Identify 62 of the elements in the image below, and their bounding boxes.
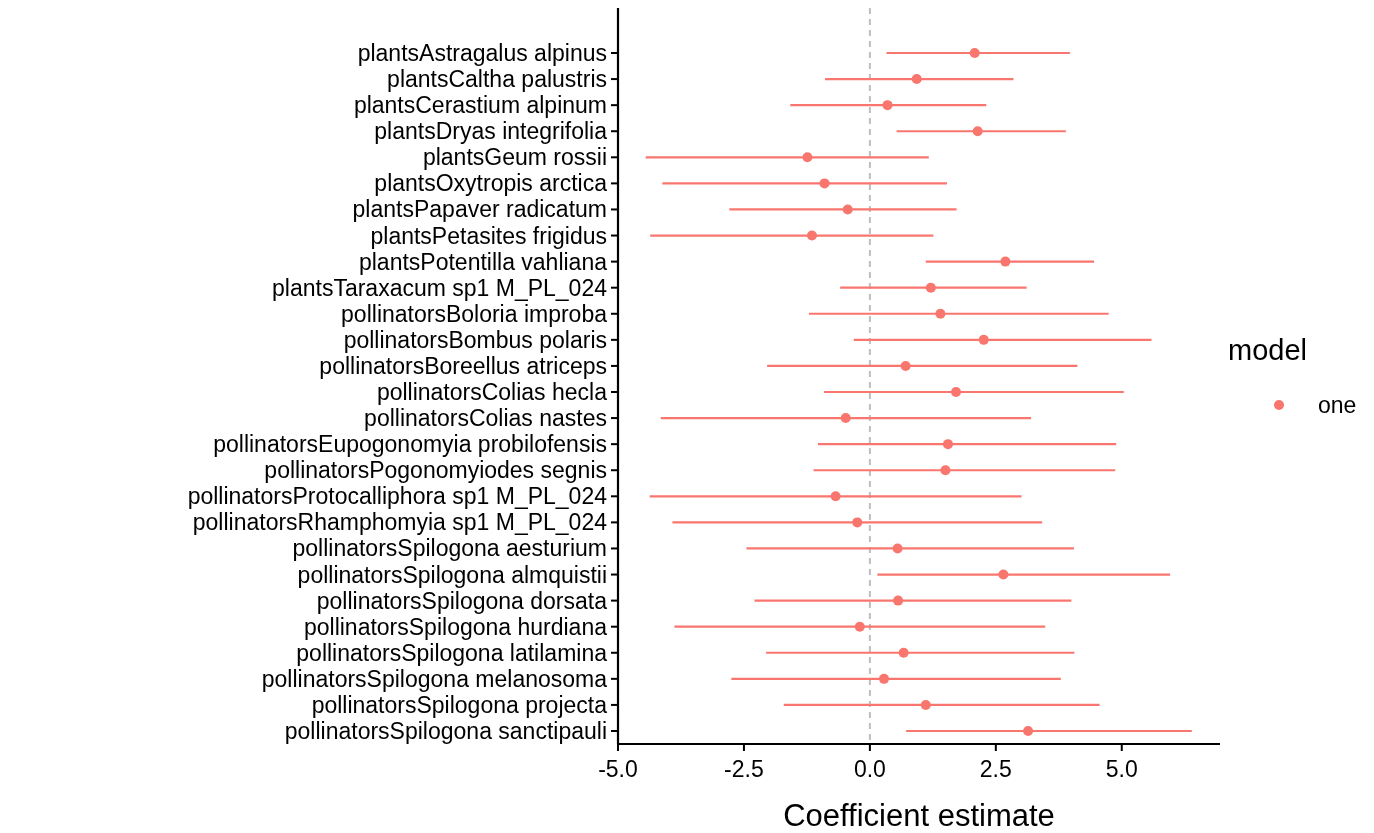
point [893, 595, 904, 606]
point [998, 569, 1009, 580]
point [898, 647, 909, 658]
point [802, 152, 813, 163]
y-tick-label: plantsGeum rossii [422, 144, 607, 171]
point [892, 543, 903, 554]
point [819, 178, 830, 189]
y-tick-label: pollinatorsSpilogona almquistii [297, 561, 607, 588]
y-tick-label: plantsCaltha palustris [387, 66, 607, 93]
point [806, 230, 817, 241]
point [840, 413, 851, 424]
point [854, 621, 865, 632]
y-tick-label: pollinatorsSpilogona hurdiana [303, 613, 608, 640]
point [882, 100, 893, 111]
y-tick-label: plantsPetasites frigidus [370, 222, 607, 249]
point [1000, 256, 1011, 267]
y-tick-label: plantsOxytropis arctica [374, 170, 608, 197]
y-tick-label: pollinatorsSpilogona sanctipauli [284, 718, 607, 744]
point [940, 465, 951, 476]
point [842, 204, 853, 215]
x-tick-label: 5.0 [1105, 756, 1138, 782]
point [852, 517, 863, 528]
x-tick-label: -2.5 [724, 756, 764, 782]
x-axis-title: Coefficient estimate [783, 798, 1055, 833]
y-tick-label: plantsAstragalus alpinus [357, 40, 607, 66]
y-tick-label: plantsPapaver radicatum [352, 196, 607, 223]
y-tick-label: plantsDryas integrifolia [374, 118, 608, 145]
point [1023, 726, 1034, 736]
point [830, 491, 841, 502]
point [925, 282, 936, 293]
y-tick-label: pollinatorsSpilogona aesturium [292, 535, 607, 562]
point [920, 699, 931, 710]
y-tick-label: pollinatorsSpilogona melanosoma [261, 665, 608, 692]
legend-label: one [1318, 392, 1357, 418]
x-tick-label: 0.0 [853, 756, 886, 782]
y-tick-label: pollinatorsSpilogona dorsata [316, 587, 608, 614]
y-tick-label: pollinatorsSpilogona projecta [311, 691, 608, 718]
point [972, 126, 983, 137]
point [878, 673, 889, 684]
y-tick-label: pollinatorsBoloria improba [341, 300, 608, 327]
y-tick-label: pollinatorsProtocalliphora sp1 M_PL_024 [187, 483, 608, 510]
point [900, 360, 911, 371]
y-tick-label: pollinatorsEupogonomyia probilofensis [213, 431, 607, 458]
x-tick-label: 2.5 [979, 756, 1012, 782]
y-tick-label: pollinatorsSpilogona latilamina [296, 639, 608, 666]
point [911, 74, 922, 85]
y-tick-label: plantsCerastium alpinum [353, 92, 607, 119]
point [942, 439, 953, 450]
y-tick-label: pollinatorsColias hecla [376, 379, 608, 405]
point [969, 48, 980, 58]
legend-title: model [1228, 334, 1307, 366]
y-tick-label: pollinatorsBombus polaris [343, 326, 607, 353]
point [935, 308, 946, 319]
x-tick-label: -5.0 [598, 756, 638, 782]
point [978, 334, 989, 345]
y-tick-label: pollinatorsPogonomyiodes segnis [264, 457, 607, 484]
y-tick-label: plantsTaraxacum sp1 M_PL_024 [272, 274, 608, 301]
y-tick-label: plantsPotentilla vahliana [358, 248, 608, 275]
point [951, 387, 962, 397]
y-tick-label: pollinatorsBoreellus atriceps [319, 352, 607, 379]
y-tick-label: pollinatorsColias nastes [364, 405, 607, 432]
y-tick-label: pollinatorsRhamphomyia sp1 M_PL_024 [192, 509, 608, 536]
